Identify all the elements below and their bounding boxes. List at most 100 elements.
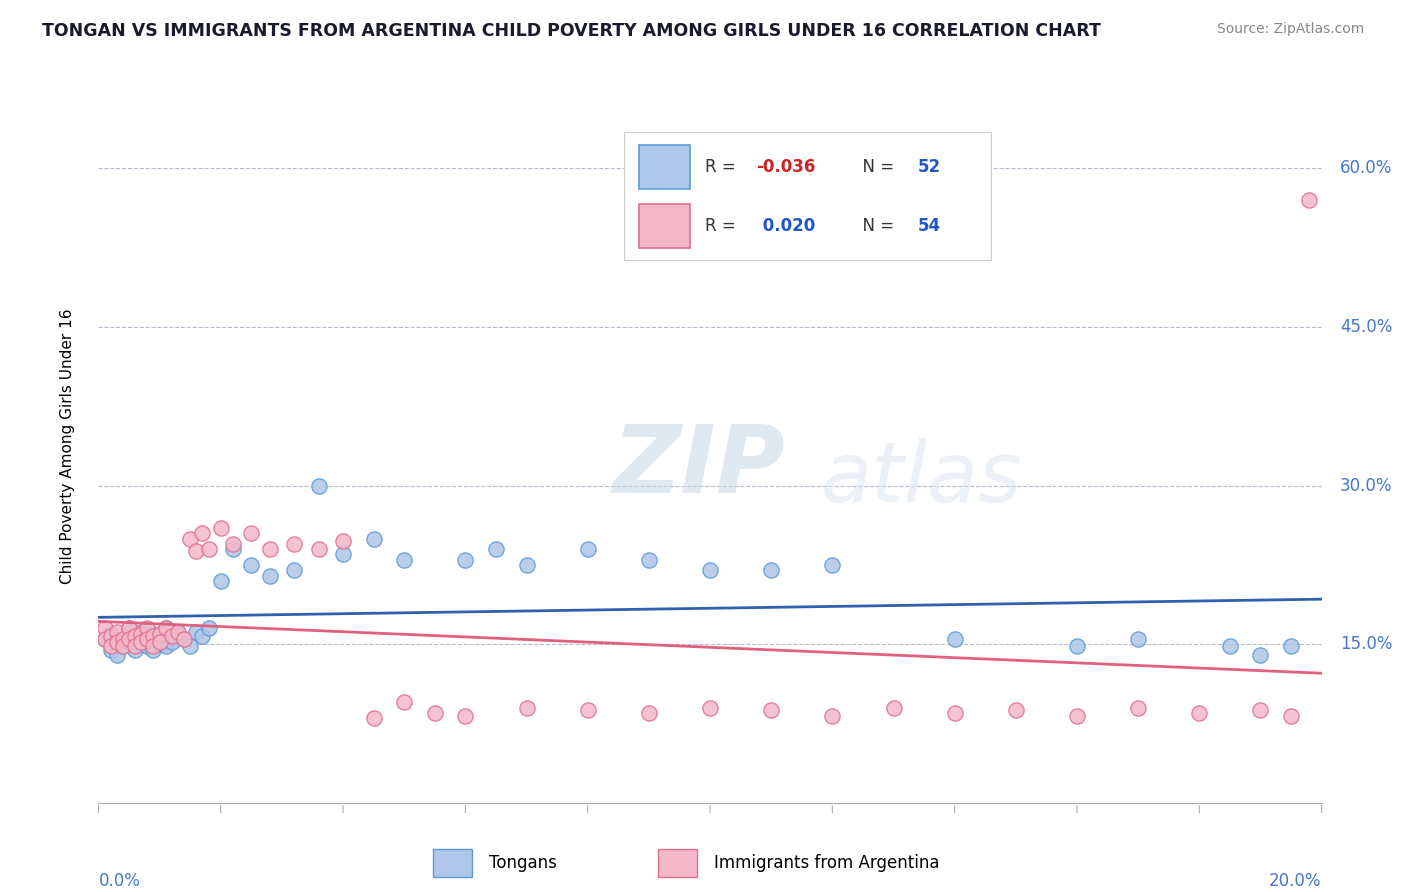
- Point: [191, 629, 214, 643]
- Text: R =: R =: [706, 158, 741, 176]
- Point: [222, 542, 245, 557]
- Point: [136, 621, 159, 635]
- Text: 52: 52: [918, 158, 941, 176]
- Text: atlas: atlas: [820, 438, 1022, 518]
- Text: Immigrants from Argentina: Immigrants from Argentina: [714, 854, 939, 872]
- Point: [129, 626, 152, 640]
- Point: [1279, 709, 1302, 723]
- Point: [160, 629, 183, 643]
- Point: [209, 574, 232, 588]
- Point: [821, 558, 844, 572]
- Point: [759, 563, 782, 577]
- Point: [699, 700, 721, 714]
- Point: [105, 624, 128, 639]
- Point: [100, 642, 122, 657]
- Text: Tongans: Tongans: [489, 854, 557, 872]
- Point: [423, 706, 446, 720]
- Point: [118, 635, 141, 649]
- Point: [160, 635, 183, 649]
- Point: [516, 700, 538, 714]
- Point: [100, 640, 122, 654]
- Point: [943, 706, 966, 720]
- Point: [124, 629, 146, 643]
- Point: [129, 624, 152, 639]
- Point: [332, 547, 354, 561]
- Point: [129, 635, 152, 649]
- Point: [149, 632, 172, 646]
- Text: N =: N =: [852, 217, 900, 235]
- FancyBboxPatch shape: [433, 849, 472, 877]
- Point: [363, 711, 385, 725]
- Point: [883, 700, 905, 714]
- Point: [259, 542, 281, 557]
- Point: [155, 621, 177, 635]
- Point: [283, 537, 305, 551]
- Point: [142, 626, 165, 640]
- Point: [1188, 706, 1211, 720]
- Point: [943, 632, 966, 646]
- Point: [155, 621, 177, 635]
- Text: 45.0%: 45.0%: [1340, 318, 1392, 336]
- Point: [155, 640, 177, 654]
- Point: [105, 635, 128, 649]
- Text: 60.0%: 60.0%: [1340, 160, 1392, 178]
- Point: [111, 632, 134, 646]
- Point: [1249, 703, 1271, 717]
- Point: [1066, 640, 1088, 654]
- FancyBboxPatch shape: [658, 849, 697, 877]
- Point: [93, 632, 115, 646]
- Text: 0.020: 0.020: [756, 217, 814, 235]
- Point: [186, 624, 208, 639]
- Point: [259, 568, 281, 582]
- Point: [821, 709, 844, 723]
- Point: [105, 648, 128, 662]
- Point: [1219, 640, 1241, 654]
- Point: [637, 552, 661, 566]
- Point: [167, 626, 190, 640]
- Point: [160, 629, 183, 643]
- Point: [240, 526, 263, 541]
- Point: [240, 558, 263, 572]
- Point: [637, 706, 661, 720]
- Point: [1298, 193, 1320, 207]
- Point: [392, 695, 416, 709]
- Point: [111, 640, 134, 654]
- Point: [118, 621, 141, 635]
- Text: 15.0%: 15.0%: [1340, 635, 1392, 653]
- Point: [179, 640, 201, 654]
- Point: [1279, 640, 1302, 654]
- Point: [124, 642, 146, 657]
- Point: [485, 542, 508, 557]
- Point: [454, 709, 477, 723]
- Point: [699, 563, 721, 577]
- Point: [105, 637, 128, 651]
- Point: [124, 629, 146, 643]
- FancyBboxPatch shape: [640, 204, 690, 248]
- Point: [142, 629, 165, 643]
- Text: 54: 54: [918, 217, 941, 235]
- Point: [173, 632, 195, 646]
- Point: [283, 563, 305, 577]
- Point: [136, 632, 159, 646]
- Point: [100, 629, 122, 643]
- Point: [1004, 703, 1026, 717]
- Point: [576, 703, 599, 717]
- Point: [179, 532, 201, 546]
- Point: [136, 640, 159, 654]
- Point: [1249, 648, 1271, 662]
- Point: [124, 640, 146, 654]
- Text: Child Poverty Among Girls Under 16: Child Poverty Among Girls Under 16: [60, 309, 76, 583]
- Text: TONGAN VS IMMIGRANTS FROM ARGENTINA CHILD POVERTY AMONG GIRLS UNDER 16 CORRELATI: TONGAN VS IMMIGRANTS FROM ARGENTINA CHIL…: [42, 22, 1101, 40]
- Point: [197, 542, 219, 557]
- Point: [454, 552, 477, 566]
- Point: [197, 621, 219, 635]
- Text: 30.0%: 30.0%: [1340, 476, 1392, 495]
- Text: 0.0%: 0.0%: [98, 871, 141, 889]
- Point: [111, 632, 134, 646]
- Point: [392, 552, 416, 566]
- Point: [118, 621, 141, 635]
- Point: [173, 632, 195, 646]
- Point: [186, 544, 208, 558]
- Point: [1066, 709, 1088, 723]
- Text: 20.0%: 20.0%: [1270, 871, 1322, 889]
